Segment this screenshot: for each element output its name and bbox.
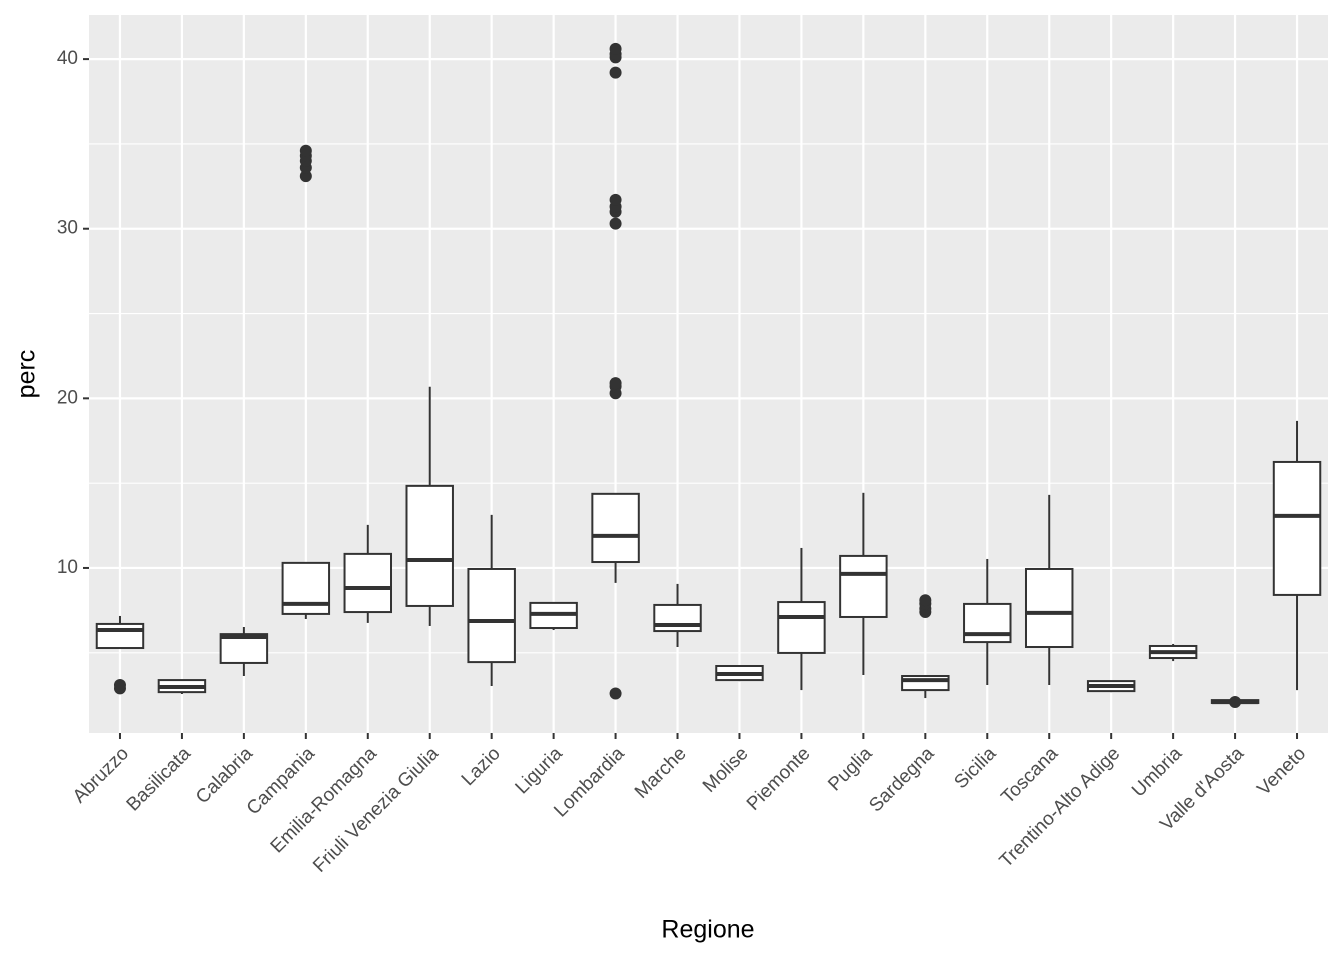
- outlier: [609, 66, 622, 79]
- outlier: [609, 217, 622, 230]
- box: [467, 567, 516, 664]
- x-tick-label: Calabria: [192, 743, 257, 808]
- box: [963, 602, 1012, 644]
- box: [1272, 460, 1322, 596]
- panel: [89, 15, 1328, 733]
- outlier: [609, 377, 622, 390]
- x-tick-label: Friuli Venezia Giulia: [309, 743, 443, 877]
- box: [281, 561, 331, 615]
- outlier: [299, 170, 312, 183]
- x-tick-label: Veneto: [1253, 743, 1310, 800]
- x-tick-label: Toscana: [997, 743, 1062, 808]
- y-tick-label: 30: [57, 218, 78, 239]
- y-axis-title: perc: [13, 350, 41, 399]
- outlier: [609, 193, 622, 206]
- y-tick-label: 40: [57, 48, 78, 69]
- box: [343, 552, 393, 614]
- box: [95, 622, 145, 650]
- x-tick-label: Abruzzo: [69, 743, 133, 807]
- outlier: [1229, 695, 1242, 708]
- box: [839, 554, 888, 618]
- x-tick-label: Molise: [699, 743, 753, 797]
- x-tick-label: Emilia-Romagna: [267, 743, 381, 857]
- x-tick-label: Liguria: [512, 743, 567, 798]
- x-tick-label: Sardegna: [865, 743, 938, 816]
- outlier: [609, 687, 622, 700]
- x-tick-label: Puglia: [824, 743, 877, 796]
- outlier: [609, 42, 622, 55]
- box: [405, 484, 454, 607]
- x-tick-label: Trentino-Alto Adige: [996, 743, 1125, 872]
- y-tick-label: 20: [57, 387, 78, 408]
- x-axis-title: Regione: [661, 916, 754, 944]
- y-tick-label: 10: [57, 557, 78, 578]
- box: [1024, 567, 1074, 649]
- box: [653, 603, 702, 633]
- x-tick-label: Marche: [631, 743, 691, 803]
- box: [591, 492, 640, 564]
- box: [777, 601, 826, 654]
- x-tick-label: Piemonte: [743, 743, 815, 815]
- outlier: [919, 594, 932, 607]
- x-tick-label: Sicilia: [950, 743, 1000, 793]
- x-tick-label: Basilicata: [123, 743, 196, 816]
- x-tick-label: Umbria: [1128, 743, 1186, 801]
- outlier: [113, 678, 126, 691]
- x-tick-label: Lazio: [458, 743, 505, 790]
- outlier: [299, 144, 312, 157]
